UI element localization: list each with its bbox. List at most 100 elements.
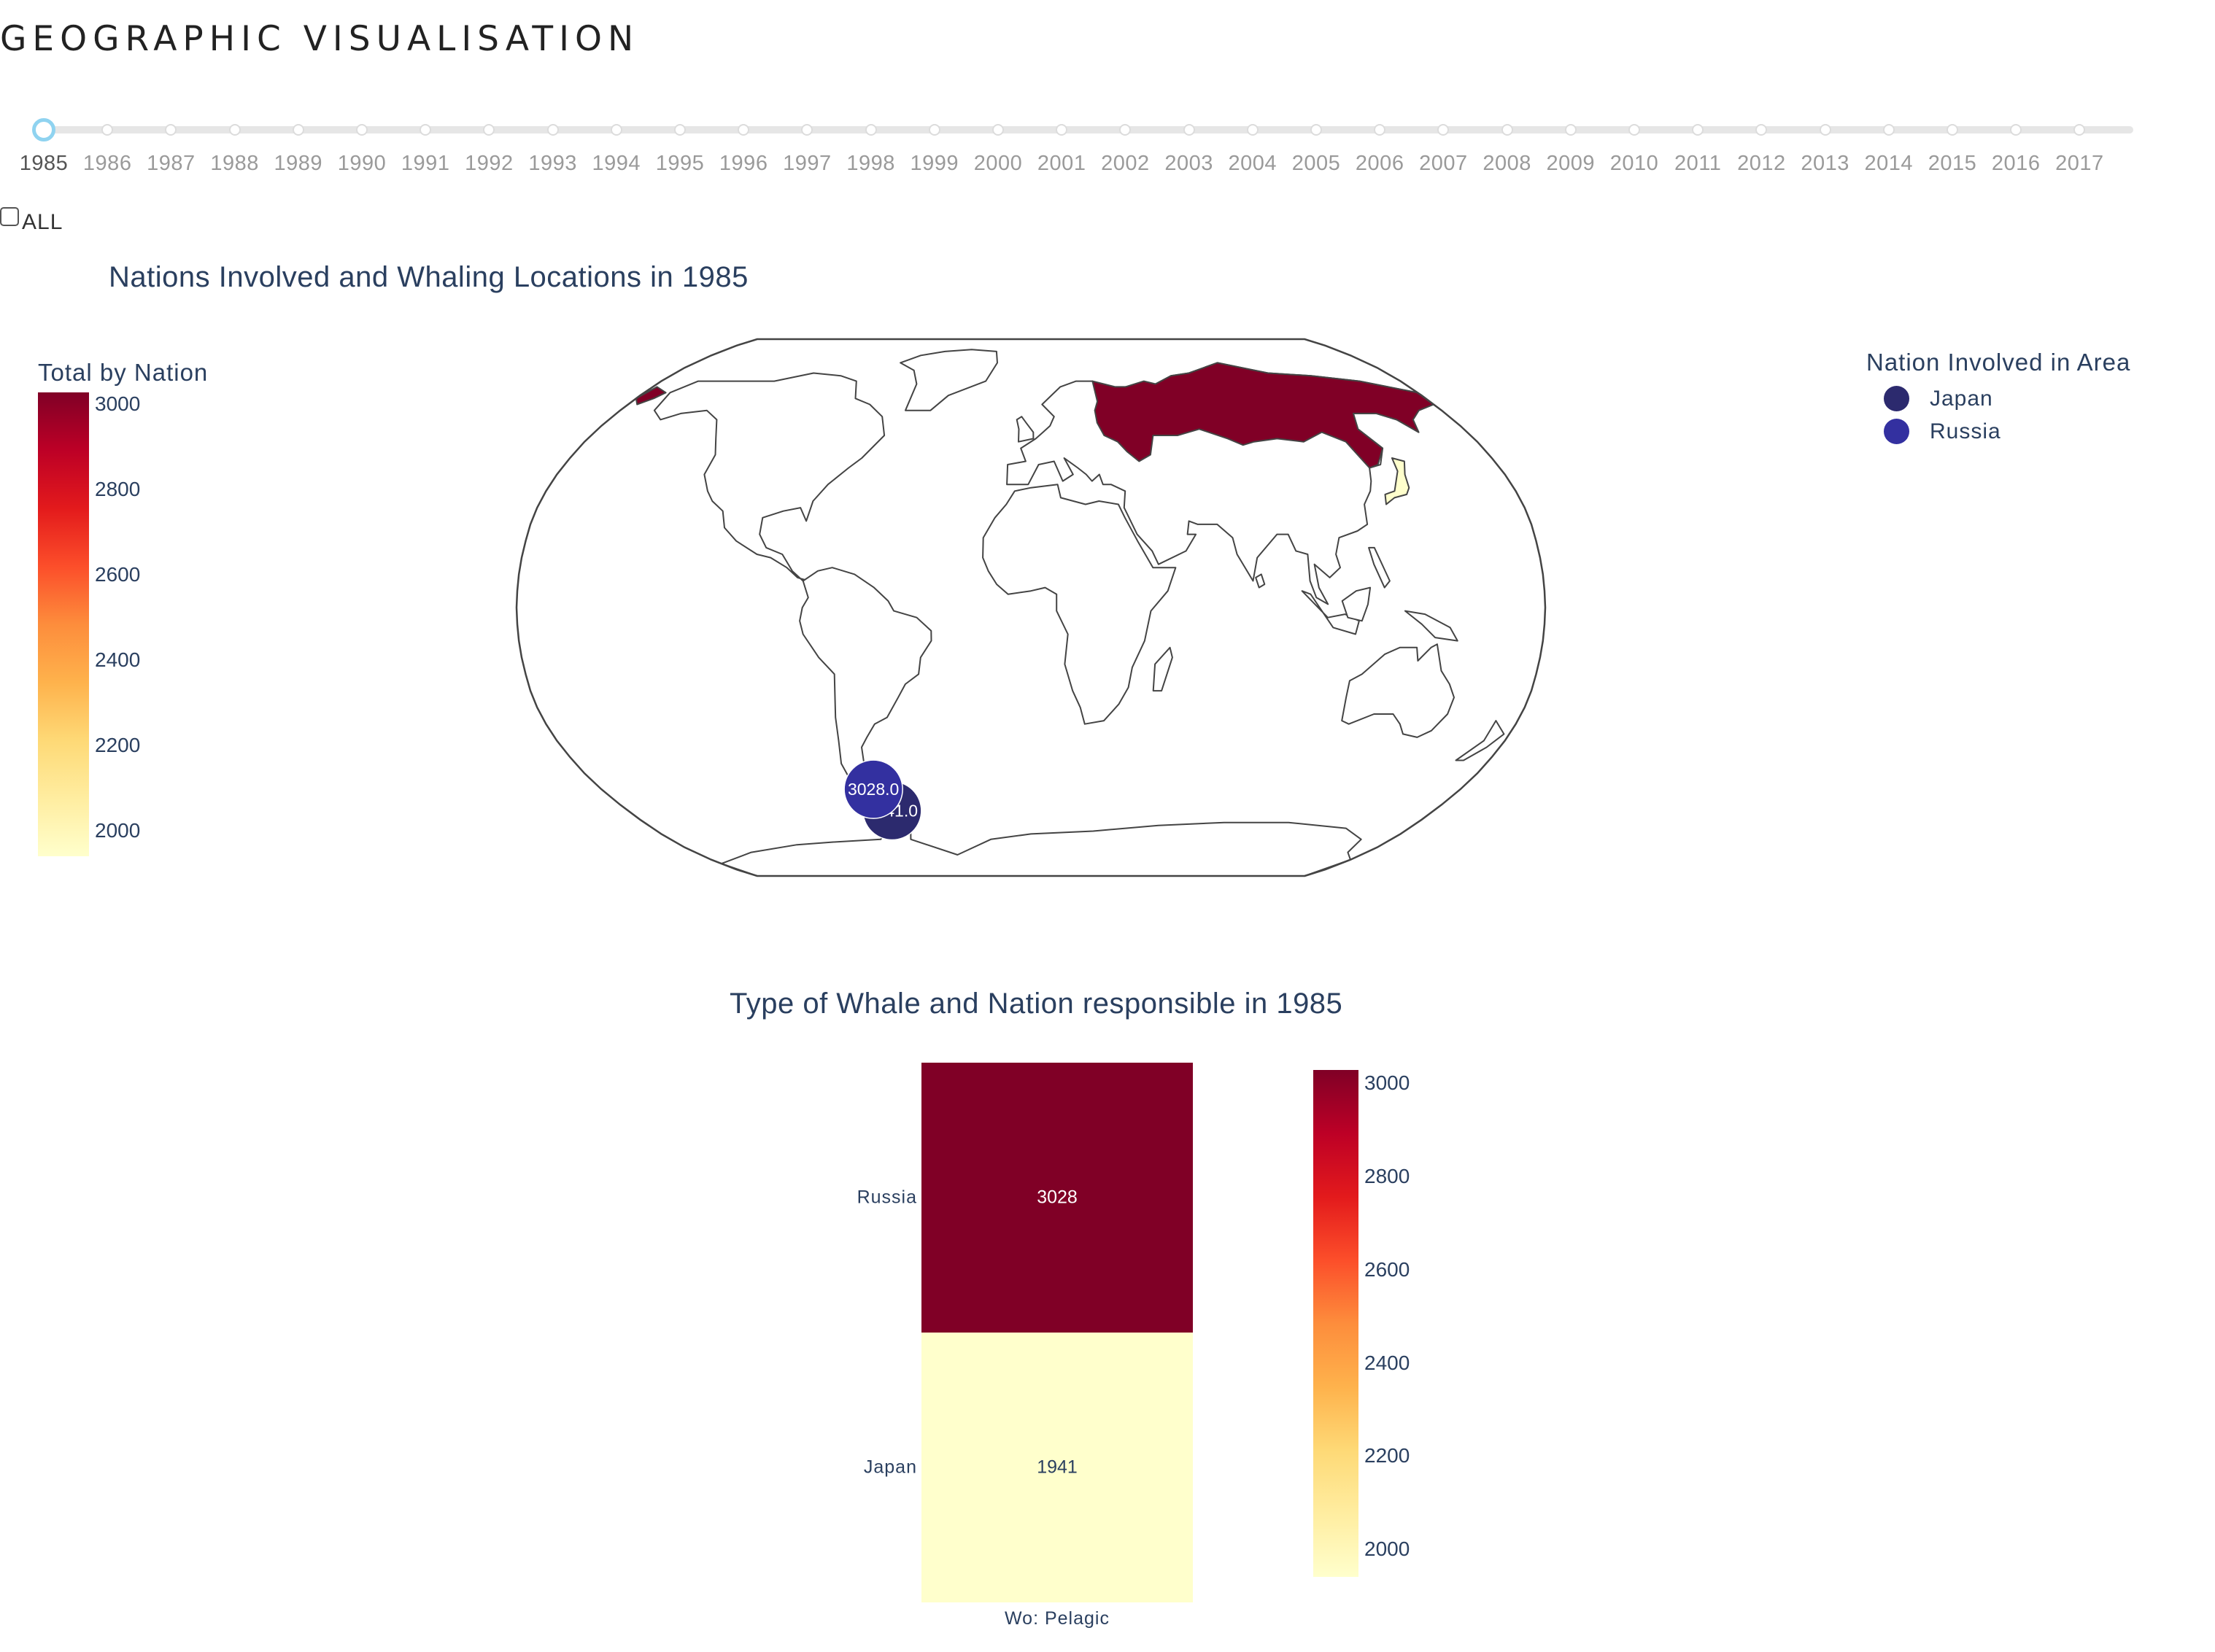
slider-step-2006[interactable]	[1374, 124, 1386, 136]
heatmap-value-label: 3028	[1037, 1187, 1078, 1208]
slider-step-1986[interactable]	[101, 124, 114, 136]
slider-label-1992[interactable]: 1992	[465, 152, 514, 175]
all-checkbox-label: ALL	[22, 210, 63, 234]
legend-marker-icon	[1884, 419, 1909, 444]
region-borneo	[1341, 586, 1372, 622]
slider-step-2013[interactable]	[1819, 124, 1831, 136]
slider-label-2004[interactable]: 2004	[1228, 152, 1277, 175]
slider-step-2014[interactable]	[1882, 124, 1895, 136]
region-greenland	[900, 349, 998, 411]
slider-step-2005[interactable]	[1310, 124, 1322, 136]
map-colorbar-tick-3000: 3000	[95, 392, 141, 416]
legend-item-russia[interactable]: Russia	[1884, 415, 2130, 448]
slider-step-2004[interactable]	[1246, 124, 1259, 136]
slider-step-2003[interactable]	[1183, 124, 1195, 136]
slider-label-2002[interactable]: 2002	[1101, 152, 1150, 175]
heatmap-cell-japan[interactable]	[921, 1333, 1193, 1602]
region-madagascar	[1152, 646, 1173, 692]
slider-label-2013[interactable]: 2013	[1801, 152, 1849, 175]
slider-label-1990[interactable]: 1990	[337, 152, 387, 175]
slider-label-2014[interactable]: 2014	[1864, 152, 1914, 175]
slider-label-1995[interactable]: 1995	[655, 152, 705, 175]
slider-label-2010[interactable]: 2010	[1609, 152, 1659, 175]
slider-label-1994[interactable]: 1994	[592, 152, 641, 175]
slider-step-2015[interactable]	[1947, 124, 1958, 136]
slider-step-1988[interactable]	[228, 124, 241, 136]
slider-step-1996[interactable]	[738, 124, 750, 136]
slider-label-1998[interactable]: 1998	[846, 152, 895, 175]
slider-step-2007[interactable]	[1437, 124, 1450, 136]
slider-step-1987[interactable]	[165, 124, 177, 136]
slider-label-2008[interactable]: 2008	[1483, 152, 1531, 175]
region-sri-lanka	[1255, 573, 1266, 589]
slider-label-1999[interactable]: 1999	[910, 152, 959, 175]
slider-step-2011[interactable]	[1692, 124, 1704, 136]
slider-label-1985[interactable]: 1985	[19, 152, 69, 175]
slider-step-1993[interactable]	[546, 124, 559, 136]
slider-label-1991[interactable]: 1991	[401, 152, 450, 175]
slider-track[interactable]	[44, 126, 2133, 133]
slider-label-2012[interactable]: 2012	[1737, 152, 1786, 175]
slider-label-2015[interactable]: 2015	[1928, 152, 1977, 175]
marker-russia[interactable]	[843, 759, 903, 819]
slider-label-2000[interactable]: 2000	[973, 152, 1023, 175]
legend-item-japan[interactable]: Japan	[1884, 382, 2130, 415]
slider-step-1995[interactable]	[674, 124, 686, 136]
all-years-toggle[interactable]: ALL	[0, 206, 63, 235]
slider-step-2002[interactable]	[1119, 124, 1132, 136]
slider-label-1988[interactable]: 1988	[210, 152, 259, 175]
region-north-america	[653, 372, 886, 582]
slider-handle[interactable]	[32, 118, 55, 141]
slider-label-2005[interactable]: 2005	[1291, 152, 1341, 175]
heatmap-cell-russia[interactable]	[921, 1063, 1193, 1333]
map-legend: Nation Involved in Area Japan Russia	[1866, 349, 2130, 448]
slider-step-1990[interactable]	[356, 124, 368, 136]
marker-label-russia: 3028.0	[848, 780, 899, 799]
slider-step-1989[interactable]	[292, 124, 304, 136]
slider-step-2012[interactable]	[1755, 124, 1768, 136]
map-colorbar-title: Total by Nation	[38, 359, 209, 386]
slider-label-1997[interactable]: 1997	[783, 152, 832, 175]
slider-label-2016[interactable]: 2016	[1991, 152, 2041, 175]
slider-step-2016[interactable]	[2010, 124, 2022, 136]
slider-label-2011[interactable]: 2011	[1674, 152, 1722, 175]
heatmap-value-label: 1941	[1037, 1457, 1078, 1478]
slider-step-1999[interactable]	[928, 124, 940, 136]
region-alaska-east-russia[interactable]	[635, 386, 667, 406]
slider-step-2010[interactable]	[1628, 124, 1640, 136]
slider-step-2009[interactable]	[1564, 124, 1577, 136]
slider-label-2006[interactable]: 2006	[1355, 152, 1404, 175]
slider-label-1989[interactable]: 1989	[274, 152, 323, 175]
slider-label-2003[interactable]: 2003	[1164, 152, 1213, 175]
slider-step-2001[interactable]	[1056, 124, 1068, 136]
slider-step-1991[interactable]	[420, 124, 432, 136]
slider-label-1993[interactable]: 1993	[528, 152, 577, 175]
slider-step-2000[interactable]	[992, 124, 1004, 136]
all-checkbox[interactable]	[0, 207, 19, 226]
slider-step-1998[interactable]	[865, 124, 877, 136]
slider-step-1992[interactable]	[483, 124, 495, 136]
slider-label-2007[interactable]: 2007	[1419, 152, 1468, 175]
slider-label-1986[interactable]: 1986	[82, 152, 132, 175]
slider-step-1994[interactable]	[610, 124, 622, 136]
region-new-guinea	[1404, 610, 1458, 642]
map-chart-title: Nations Involved and Whaling Locations i…	[109, 261, 749, 293]
slider-step-2017[interactable]	[2073, 124, 2086, 136]
region-new-zealand	[1455, 720, 1505, 761]
slider-label-2001[interactable]: 2001	[1037, 152, 1086, 175]
region-russia[interactable]	[1091, 362, 1434, 469]
slider-label-1996[interactable]: 1996	[719, 152, 768, 175]
slider-label-2009[interactable]: 2009	[1546, 152, 1596, 175]
slider-label-1987[interactable]: 1987	[147, 152, 196, 175]
region-uk	[1016, 416, 1035, 443]
region-south-america	[799, 567, 932, 787]
region-japan[interactable]	[1384, 457, 1410, 505]
legend-marker-icon	[1884, 386, 1909, 411]
slider-step-1997[interactable]	[801, 124, 813, 136]
legend-item-label: Japan	[1930, 386, 1993, 411]
heatmap-colorbar-tick-2400: 2400	[1364, 1351, 1410, 1374]
slider-step-2008[interactable]	[1501, 124, 1513, 136]
year-slider[interactable]: 1985 1986 1987 1988 1989 1990 1991 1992 1993 1994…	[0, 109, 2160, 190]
slider-label-2017[interactable]: 2017	[2055, 152, 2104, 175]
